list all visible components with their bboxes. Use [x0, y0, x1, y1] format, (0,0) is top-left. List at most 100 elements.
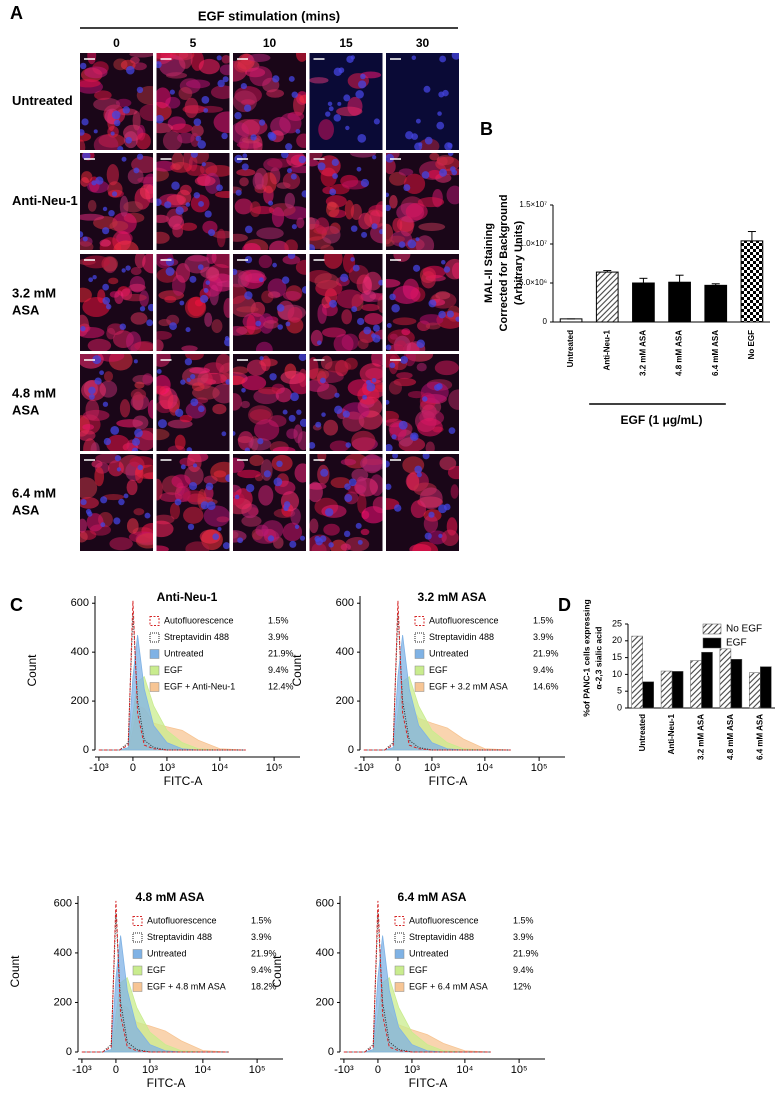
cell-body — [364, 209, 383, 229]
nucleus — [291, 91, 298, 98]
cell-body — [329, 440, 350, 451]
legend-label: EGF + 6.4 mM ASA — [409, 981, 488, 991]
nucleus — [111, 110, 121, 120]
nucleus — [361, 231, 368, 238]
cell-body — [102, 493, 125, 501]
legend-label: EGF + 3.2 mM ASA — [429, 681, 508, 691]
chart-title: 6.4 mM ASA — [398, 890, 467, 904]
cell-body — [389, 195, 398, 209]
cell-body — [266, 89, 285, 98]
cell-body — [357, 338, 369, 350]
nucleus — [350, 257, 355, 262]
legend-label: Untreated — [409, 948, 449, 958]
nucleus — [133, 167, 140, 174]
x-tick-label: 0 — [395, 762, 401, 774]
nucleus — [244, 291, 253, 300]
cell-body — [213, 111, 230, 133]
cell-body — [236, 306, 259, 313]
cell-body — [156, 339, 164, 351]
nucleus — [400, 356, 408, 364]
cell-body — [174, 434, 186, 450]
cell-body — [295, 259, 306, 275]
nucleus — [299, 535, 306, 541]
bar — [749, 672, 761, 709]
nucleus — [348, 478, 357, 487]
legend-swatch — [132, 965, 143, 976]
cell-body — [405, 202, 428, 221]
cell-body — [80, 429, 96, 441]
nucleus — [344, 483, 351, 490]
x-tick-label: 10³ — [142, 1064, 158, 1076]
cell-body — [210, 461, 230, 483]
legend-percent: 18.2% — [251, 981, 277, 991]
nucleus — [204, 210, 212, 218]
nucleus — [277, 324, 283, 330]
legend-percent: 21.9% — [533, 648, 559, 658]
legend-swatch — [414, 682, 425, 692]
legend-swatch — [132, 932, 143, 943]
nucleus — [358, 80, 367, 89]
cell-body — [295, 53, 306, 62]
cell-body — [421, 271, 436, 289]
bar — [730, 659, 743, 709]
nucleus — [289, 540, 297, 548]
cell-body — [80, 78, 101, 88]
nucleus — [355, 90, 364, 99]
cell-body — [90, 442, 100, 451]
row-label: 4.8 mM — [12, 385, 56, 400]
nucleus — [343, 530, 351, 538]
nucleus — [428, 299, 437, 308]
nucleus — [180, 379, 186, 385]
nucleus — [295, 128, 301, 134]
cell-body — [372, 496, 383, 514]
nucleus — [317, 162, 326, 171]
y-tick-label: 600 — [316, 897, 334, 909]
y-tick-label: 0 — [66, 1046, 72, 1058]
cell-body — [135, 533, 153, 549]
legend-swatch — [394, 916, 405, 926]
nucleus — [415, 118, 421, 124]
cell-body — [252, 172, 264, 190]
nucleus — [443, 503, 451, 511]
cell-body — [240, 400, 250, 409]
nucleus — [233, 268, 238, 275]
cell-body — [441, 529, 459, 546]
row-label: ASA — [12, 302, 40, 317]
column-label: 10 — [263, 36, 277, 50]
cell-body — [123, 293, 147, 302]
nucleus — [198, 200, 204, 207]
legend-percent: 1.5% — [268, 615, 289, 625]
cell-body — [204, 312, 213, 327]
cell-body — [392, 285, 421, 304]
bar — [595, 271, 619, 323]
legend-swatch — [702, 623, 722, 635]
cell-body — [87, 338, 112, 351]
nucleus — [455, 316, 459, 322]
nucleus — [221, 431, 227, 437]
x-tick-label: 10⁵ — [266, 762, 283, 774]
nucleus — [169, 89, 175, 95]
nucleus — [257, 438, 264, 445]
cell-body — [256, 227, 284, 240]
nucleus — [276, 460, 283, 468]
nucleus — [185, 327, 191, 333]
nucleus — [379, 229, 383, 235]
cell-body — [179, 184, 192, 196]
y-tick-label: 0 — [83, 744, 89, 756]
nucleus — [290, 392, 299, 402]
cell-body — [444, 258, 459, 280]
nucleus — [91, 180, 97, 186]
y-axis-title: %of PANC-1 cells expressing — [581, 599, 591, 716]
cell-body — [133, 508, 145, 516]
nucleus — [258, 119, 266, 126]
nucleus — [324, 508, 334, 517]
cell-body — [392, 317, 417, 326]
legend-label: Streptavidin 488 — [147, 932, 212, 942]
nucleus — [296, 409, 302, 415]
nucleus — [360, 178, 370, 188]
nucleus — [94, 377, 102, 385]
nucleus — [291, 224, 297, 230]
nucleus — [102, 283, 109, 291]
cell-body — [233, 393, 242, 411]
cell-body — [423, 514, 439, 533]
